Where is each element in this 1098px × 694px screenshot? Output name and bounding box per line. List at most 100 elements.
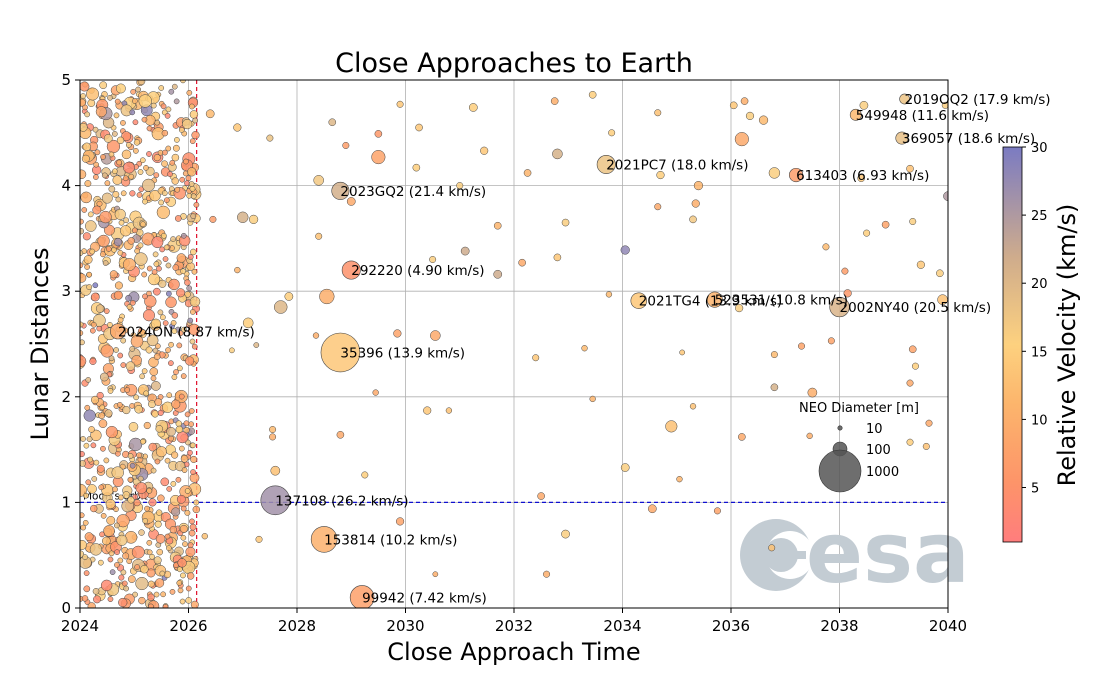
neo-point: [149, 190, 161, 202]
neo-point: [112, 486, 118, 493]
neo-point: [181, 326, 187, 333]
neo-point: [166, 486, 173, 492]
neo-point: [95, 106, 107, 118]
neo-point: [187, 167, 197, 177]
neo-point: [133, 148, 139, 154]
named-neo-point: [630, 292, 648, 309]
velocity-colorbar: 5 10 15 20 25 30 Relative Velocity (km/s): [1002, 141, 1081, 543]
neo-point: [131, 227, 138, 234]
neo-point: [132, 98, 138, 104]
colorbar-ticks: 5 10 15 20 25 30: [1022, 141, 1048, 497]
neo-point: [81, 595, 89, 602]
neo-point: [141, 116, 148, 123]
neo-point: [163, 197, 170, 204]
neo-point: [284, 292, 294, 301]
neo-point: [138, 94, 152, 108]
neo-point: [180, 534, 187, 541]
neo-point: [122, 491, 131, 499]
neo-point: [168, 435, 174, 442]
neo-point: [101, 192, 113, 204]
neo-point: [176, 494, 186, 504]
neo-point: [156, 265, 162, 272]
neo-point: [96, 391, 104, 400]
neo-point: [142, 293, 148, 300]
esa-logo-text: esa: [806, 504, 970, 602]
neo-point: [139, 373, 145, 380]
neo-point: [118, 597, 128, 608]
neo-point: [189, 309, 196, 315]
neo-point: [104, 409, 113, 418]
x-tick-label: 2030: [386, 617, 424, 635]
neo-point: [180, 505, 187, 512]
named-neo-label: 549948 (11.6 km/s): [856, 108, 989, 124]
neo-point: [176, 431, 189, 444]
neo-point: [201, 533, 208, 540]
neo-point: [190, 469, 196, 475]
neo-point: [130, 88, 137, 95]
neo-point: [85, 479, 92, 486]
neo-point: [166, 392, 173, 399]
neo-point: [125, 142, 132, 148]
named-neo-point: [706, 291, 723, 308]
neo-point: [190, 455, 198, 463]
neo-point: [113, 237, 123, 247]
colorbar-tick-label: 20: [1031, 277, 1048, 292]
named-neo-point: [310, 526, 338, 553]
neo-point: [234, 266, 241, 274]
neo-point: [128, 575, 136, 583]
neo-point: [102, 536, 111, 546]
size-legend-marker: [837, 425, 843, 431]
neo-point: [168, 88, 175, 95]
neo-point: [164, 457, 171, 464]
neo-point: [456, 182, 464, 190]
neo-point: [89, 357, 97, 365]
neo-point: [273, 300, 288, 314]
neo-point: [142, 198, 148, 205]
neo-point: [315, 232, 323, 240]
neo-point: [91, 476, 98, 482]
neo-point: [396, 100, 404, 108]
colorbar-tick-label: 10: [1031, 413, 1048, 428]
neo-point: [154, 398, 163, 406]
neo-point: [189, 518, 195, 525]
neo-point: [80, 339, 85, 346]
neo-point: [237, 211, 249, 223]
neo-point: [143, 390, 150, 397]
neo-point: [122, 175, 129, 182]
neo-point: [134, 252, 148, 266]
chart-title: Close Approaches to Earth: [335, 48, 693, 79]
neo-point: [134, 405, 143, 414]
neo-point: [147, 580, 155, 588]
neo-point: [561, 218, 570, 227]
neo-point: [186, 285, 193, 292]
neo-point: [137, 242, 144, 249]
neo-point: [127, 237, 135, 245]
neo-point: [120, 569, 127, 576]
neo-point: [150, 102, 157, 109]
neo-point: [89, 327, 96, 334]
x-axis-title: Close Approach Time: [387, 638, 640, 666]
neo-point: [153, 287, 161, 296]
neo-point: [118, 219, 125, 226]
neo-point: [906, 164, 914, 173]
neo-point: [151, 410, 159, 418]
neo-point: [165, 296, 177, 308]
neo-point: [242, 317, 254, 329]
named-neo-point: [596, 155, 616, 174]
neo-point: [312, 332, 320, 339]
neo-point: [161, 129, 169, 137]
neo-point: [911, 362, 919, 370]
x-tick-label: 2024: [61, 617, 99, 635]
neo-point: [140, 221, 146, 228]
neo-point: [92, 205, 102, 215]
neo-point: [116, 401, 123, 408]
x-tick-label: 2032: [495, 617, 533, 635]
neo-point: [205, 109, 215, 119]
neo-point: [770, 351, 778, 359]
neo-point: [106, 516, 116, 525]
neo-point: [98, 484, 105, 491]
neo-point: [102, 260, 109, 266]
neo-point: [104, 180, 111, 186]
neo-point: [537, 492, 545, 500]
neo-point: [269, 433, 277, 441]
